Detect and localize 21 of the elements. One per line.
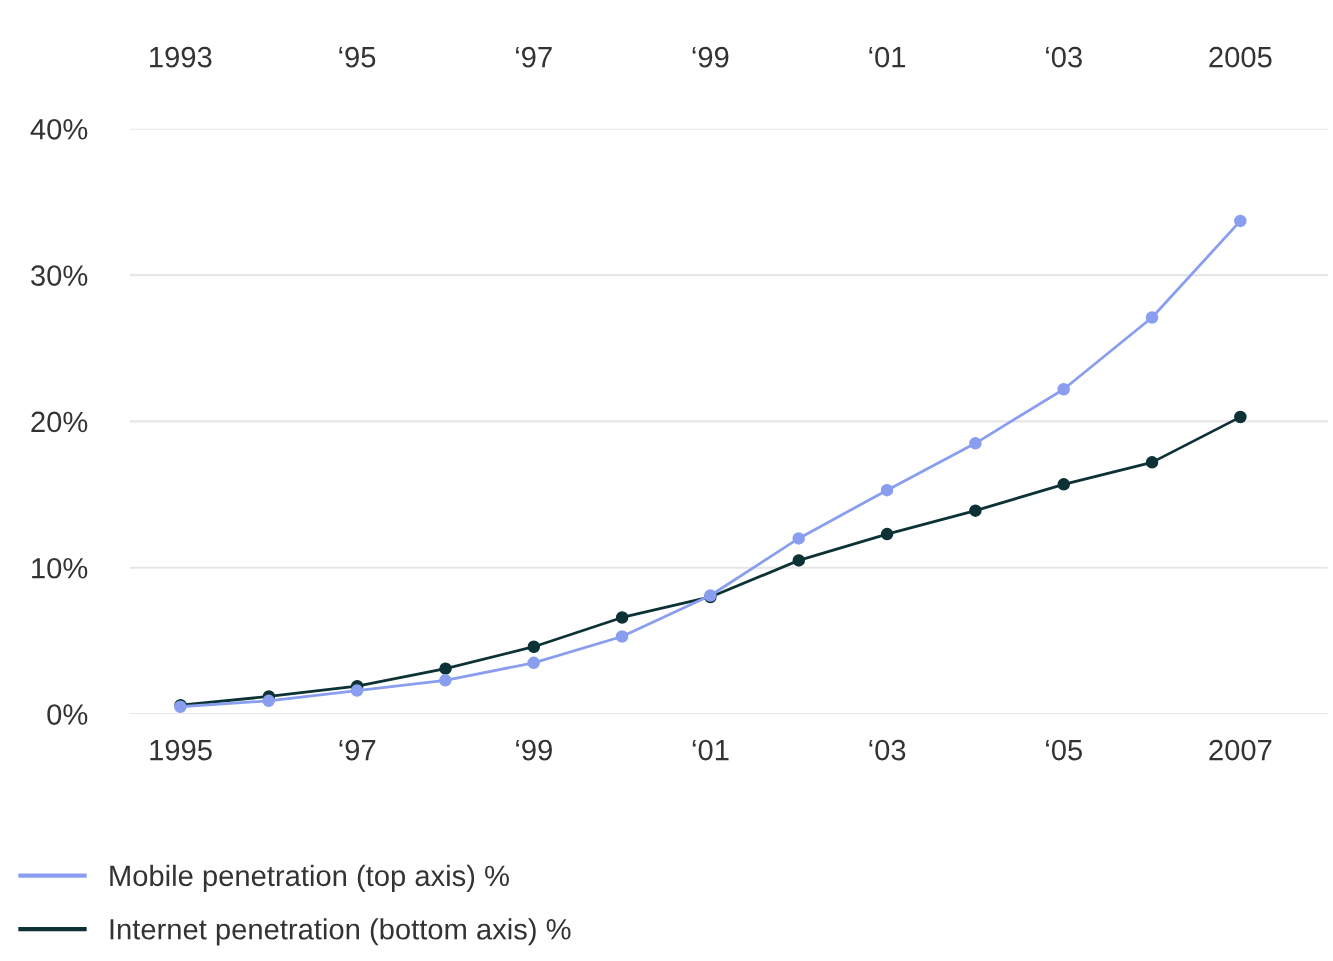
x2-tick-label: 2005 [1209, 46, 1272, 68]
x2-tick-label: 1993 [150, 46, 212, 68]
x2-tick-label: ‘01 [869, 46, 906, 68]
y-tick-label: 40% [30, 118, 88, 140]
x2-tick-label: ‘99 [692, 46, 729, 68]
x-tick-label: ‘03 [869, 739, 906, 761]
x2-tick-label: ‘97 [516, 46, 552, 68]
y-tick-label: 20% [31, 411, 88, 433]
x-tick-label: ‘05 [1046, 739, 1082, 761]
x-tick-label: ‘01 [692, 739, 729, 761]
x-tick-label: 1995 [150, 739, 212, 761]
y-tick-label: 0% [47, 704, 88, 725]
x-tick-label: 2007 [1209, 739, 1272, 761]
x2-tick-label: ‘95 [339, 46, 376, 68]
legend-label: Internet penetration (bottom axis) % [110, 918, 571, 946]
y-tick-label: 10% [32, 557, 88, 579]
y-tick-label: 30% [31, 265, 88, 286]
x-tick-label: ‘99 [516, 739, 552, 761]
x-tick-label: ‘97 [339, 739, 376, 761]
x2-tick-label: ‘03 [1046, 46, 1082, 68]
legend-label: Mobile penetration (top axis) % [110, 864, 509, 892]
